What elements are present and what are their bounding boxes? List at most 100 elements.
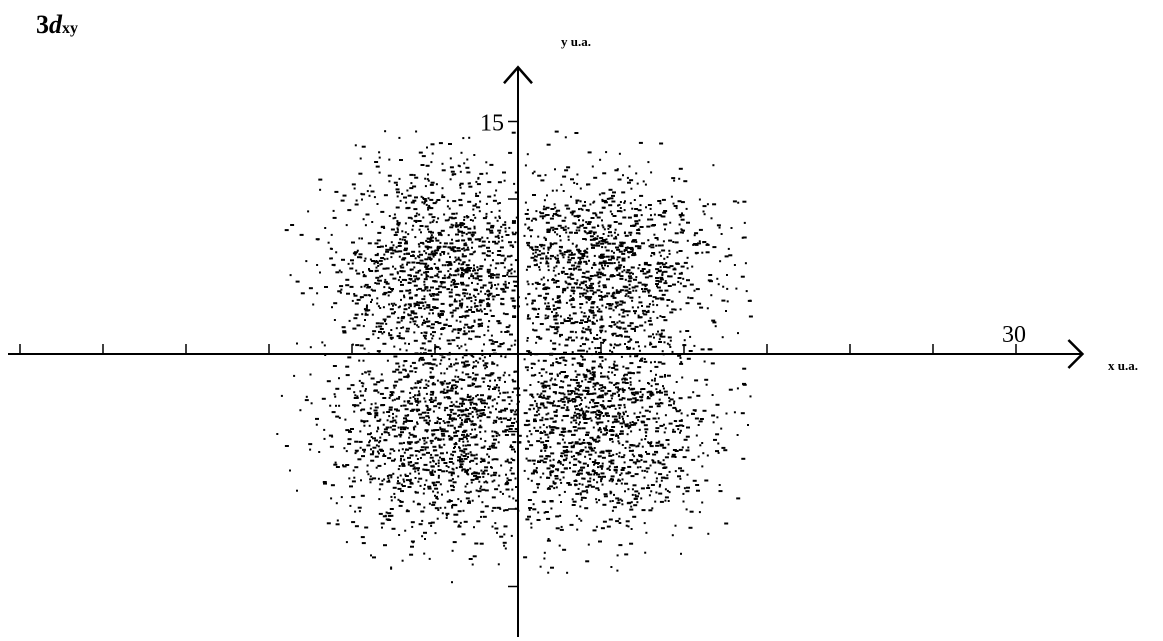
data-point [354,404,359,407]
data-point [573,181,576,184]
data-point [680,218,685,221]
data-point [458,165,461,168]
data-point [444,430,449,433]
data-point [554,328,559,331]
data-point [407,373,410,376]
y-axis-arrow [503,65,533,85]
data-point [419,225,424,227]
data-point [702,205,707,208]
data-point [596,423,599,426]
data-point [517,434,522,437]
data-point [417,270,420,272]
data-point [514,241,517,244]
data-point [697,302,702,305]
data-point [429,239,434,242]
data-point [552,342,557,345]
data-point [567,238,570,241]
data-point [474,299,477,301]
data-point [453,443,458,446]
data-point [523,412,528,415]
data-point [503,525,508,528]
data-point [596,334,599,336]
data-point [597,273,600,276]
data-point [434,321,439,323]
data-point [709,280,713,283]
data-point [461,231,466,234]
data-point [616,465,618,468]
data-point [379,436,382,439]
data-point [576,396,581,398]
data-point [612,191,616,194]
data-point [370,432,372,435]
data-point [589,275,594,277]
data-point [637,419,640,422]
data-point [511,488,514,491]
data-point [335,523,340,526]
data-point [408,432,411,435]
data-point [403,417,407,420]
data-point [635,495,639,498]
data-point [454,256,457,259]
data-point [553,482,556,485]
data-point [661,362,666,365]
data-point [589,235,594,238]
data-point [524,213,529,215]
data-point [436,379,439,382]
data-point [353,294,358,297]
data-point [381,274,383,277]
data-point [633,225,635,227]
data-point [683,261,688,264]
data-point [493,438,497,441]
data-point [590,398,595,401]
data-point [479,172,484,175]
data-point [543,445,548,448]
data-point [413,339,418,342]
data-point [319,271,321,274]
data-point [489,309,492,312]
data-point [634,462,637,465]
data-point [472,424,475,426]
data-point [443,380,446,383]
data-point [480,469,483,472]
data-point [622,365,625,368]
data-point [452,481,457,484]
data-point [556,306,561,309]
data-point [594,462,596,465]
data-point [423,336,426,339]
data-point [630,505,633,508]
data-point [594,405,599,408]
data-point [466,482,469,485]
data-point [436,268,439,271]
data-point [429,207,434,210]
data-point [479,299,482,302]
data-point [290,224,295,226]
data-point [655,297,660,300]
data-point [627,398,631,401]
data-point [525,457,528,460]
data-point [549,446,552,449]
data-point [547,571,550,574]
data-point [585,221,588,224]
data-point [513,182,516,185]
data-point [661,249,666,252]
data-point [284,229,289,232]
data-point [721,446,726,449]
data-point [586,393,591,396]
data-point [596,244,601,247]
data-point [463,332,468,335]
data-point [427,384,430,387]
data-point [691,412,694,415]
data-point [415,400,420,403]
data-point [363,285,366,288]
data-point [583,422,588,424]
data-point [498,386,500,389]
data-point [351,241,355,244]
data-point [583,272,586,275]
data-point [653,379,656,382]
data-point [477,361,480,364]
data-point [742,382,746,385]
data-point [506,273,509,276]
data-point [468,308,472,311]
data-point [482,359,485,362]
data-point [370,190,375,193]
